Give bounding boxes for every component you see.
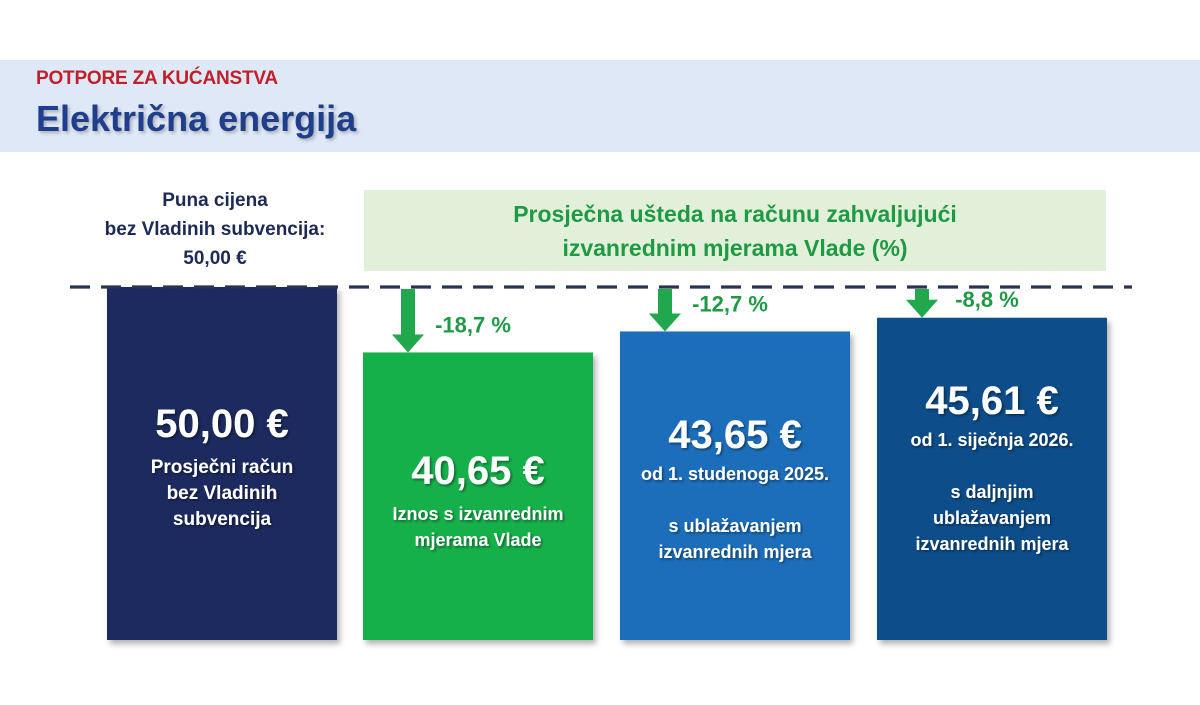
change-percent-label: -12,7 % [692,291,768,316]
arrows-layer [392,289,938,353]
reference-note-line: Puna cijena [162,190,268,211]
banner-line: Prosječna ušteda na računu zahvaljujući [513,200,957,227]
decrease-arrow-icon [649,289,681,332]
banner-line: izvanrednim mjerama Vlade (%) [562,234,908,261]
section-kicker: POTPORE ZA KUĆANSTVA [36,68,278,89]
savings-banner: Prosječna ušteda na računu zahvaljujući … [364,190,1106,271]
text-layer: 50,00 € Prosječni račun bez Vladinih subven… [151,287,1074,562]
bar-description-line: ublažavanjem [933,508,1051,528]
decrease-arrow-icon [392,289,424,353]
bar-value-label: 43,65 € [668,413,801,457]
bar [620,331,850,640]
change-percent-label: -18,7 % [435,312,511,337]
bar-value-label: 50,00 € [155,402,288,446]
reference-note-value: 50,00 € [183,248,247,269]
header-band [0,60,1200,152]
bar-description-line: mjerama Vlade [414,530,541,550]
bar-description-line: od 1. siječnja 2026. [910,430,1073,450]
bar-description-line: subvencija [173,509,272,530]
bar-description-line: s daljnjim [950,482,1033,502]
decrease-arrow-icon [906,289,938,318]
reference-note-line: bez Vladinih subvencija: [104,219,326,240]
bar-description-line: Iznos s izvanrednim [392,504,563,524]
reference-price-note: Puna cijena bez Vladinih subvencija: 50,… [75,186,355,273]
bars-layer [107,287,1107,640]
bar [363,352,593,640]
bar-value-label: 45,61 € [925,379,1058,423]
change-percent-label: -8,8 % [955,287,1019,312]
bar-description-line: s ublažavanjem [668,516,801,536]
bar [107,287,337,640]
bar-description-line: izvanrednih mjera [658,542,812,562]
bar-description-line: bez Vladinih [167,483,278,504]
bar-description-line: izvanrednih mjera [915,534,1069,554]
bar-value-label: 40,65 € [411,449,544,493]
bar [877,317,1107,640]
bar-description-line: od 1. studenoga 2025. [641,464,829,484]
bar-description-line: Prosječni račun [151,457,294,478]
page-title: Električna energija [36,98,357,139]
